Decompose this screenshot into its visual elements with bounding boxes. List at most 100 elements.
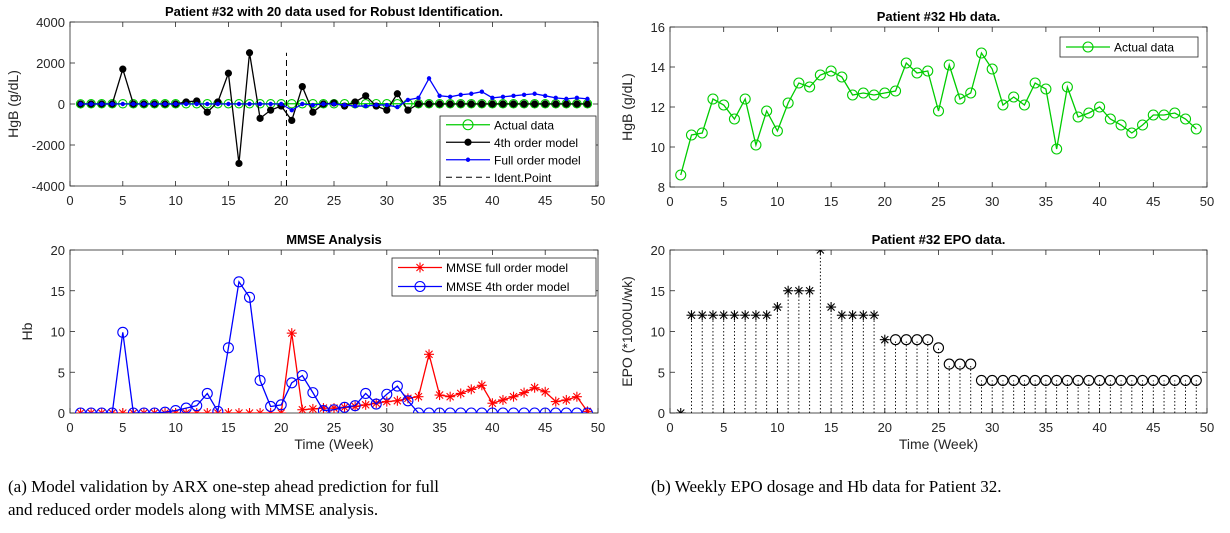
data-point xyxy=(183,101,189,107)
axes-frame xyxy=(669,249,1208,414)
legend-marker xyxy=(414,280,426,293)
data-point xyxy=(243,291,256,303)
chart-title: Patient #32 EPO data. xyxy=(872,232,1006,247)
data-point xyxy=(574,95,580,101)
data-point xyxy=(351,98,359,106)
data-point xyxy=(426,76,432,81)
data-point xyxy=(298,82,306,91)
data-point xyxy=(444,407,456,413)
data-point xyxy=(173,101,178,107)
x-tick-label: 0 xyxy=(666,194,673,209)
chart-title: Patient #32 with 20 data used for Robust… xyxy=(165,4,503,19)
data-point xyxy=(1179,113,1192,125)
x-tick-label: 20 xyxy=(274,420,288,435)
y-axis-label: HgB (g/dL) xyxy=(5,70,21,138)
epo-data-chart: 0 5 10 15 20 25 30 35 40 45 50 0 5 10 15 20 Patient #32 … xyxy=(619,232,1214,452)
y-tick-label: 0 xyxy=(658,406,665,421)
data-point xyxy=(507,407,520,413)
data-point xyxy=(279,101,284,107)
data-point xyxy=(571,407,583,413)
legend: Actual data 4th order model Full order mod… xyxy=(439,115,597,187)
data-point xyxy=(476,380,487,391)
data-point xyxy=(826,302,837,313)
data-point xyxy=(381,388,393,400)
data-point xyxy=(119,65,127,73)
x-tick-label: 30 xyxy=(380,193,394,208)
y-tick-label: 5 xyxy=(58,365,65,380)
data-point xyxy=(518,407,530,413)
data-point xyxy=(718,310,729,321)
data-point xyxy=(911,67,923,79)
series-actual-data xyxy=(675,47,1202,181)
data-point xyxy=(815,250,826,255)
data-point xyxy=(804,285,815,296)
x-tick-label: 15 xyxy=(824,420,838,435)
series-line xyxy=(680,51,1197,176)
data-point xyxy=(469,91,474,96)
data-point xyxy=(1137,374,1149,386)
data-point xyxy=(1072,374,1084,386)
data-point xyxy=(458,92,463,97)
data-point xyxy=(943,59,955,71)
data-point xyxy=(836,310,847,321)
x-tick-label: 50 xyxy=(591,193,605,208)
data-point xyxy=(997,99,1009,111)
plot-area xyxy=(75,276,593,413)
data-point xyxy=(911,334,923,346)
data-point xyxy=(395,104,400,110)
data-point xyxy=(1169,107,1181,119)
data-point xyxy=(455,388,466,399)
data-point xyxy=(235,159,243,168)
chart-title: Patient #32 Hb data. xyxy=(877,9,1001,24)
data-point xyxy=(1083,374,1095,386)
data-point xyxy=(286,328,297,339)
data-point xyxy=(858,310,869,321)
data-point xyxy=(531,100,539,108)
data-point xyxy=(539,407,551,413)
x-tick-label: 45 xyxy=(538,193,552,208)
data-point xyxy=(729,310,740,321)
data-point xyxy=(847,89,859,101)
x-axis-label: Time (Week) xyxy=(899,436,978,452)
data-point xyxy=(740,310,751,321)
x-tick-label: 5 xyxy=(119,193,126,208)
data-point xyxy=(434,407,446,413)
y-tick-label: 12 xyxy=(651,100,665,115)
data-point xyxy=(120,101,126,107)
data-point xyxy=(868,89,880,101)
legend-box xyxy=(439,115,597,187)
x-tick-label: 35 xyxy=(432,193,446,208)
x-tick-label: 20 xyxy=(274,193,288,208)
data-point xyxy=(508,391,519,402)
data-point xyxy=(500,94,506,100)
plot-area xyxy=(75,49,593,186)
legend-marker xyxy=(1082,41,1094,53)
data-point xyxy=(847,310,858,321)
caption-b: (b) Weekly EPO dosage and Hb data for Pa… xyxy=(651,477,1002,496)
data-point xyxy=(490,95,495,101)
y-axis-label: Hb xyxy=(19,322,35,340)
data-point xyxy=(309,108,317,116)
data-point xyxy=(1158,374,1170,386)
data-point xyxy=(1169,374,1181,386)
x-tick-label: 40 xyxy=(485,193,499,208)
data-point xyxy=(1051,374,1063,386)
legend: MMSE full order model MMSE 4th order mode… xyxy=(391,257,597,297)
data-point xyxy=(1018,374,1030,386)
data-point xyxy=(541,100,549,108)
data-point xyxy=(986,374,998,386)
data-point xyxy=(718,99,730,111)
data-point xyxy=(1104,374,1116,386)
data-point xyxy=(267,106,275,114)
data-point xyxy=(783,285,794,296)
data-point xyxy=(511,93,516,99)
x-tick-label: 30 xyxy=(985,194,999,209)
data-point xyxy=(170,405,182,413)
data-point xyxy=(1190,374,1202,386)
data-point xyxy=(486,407,498,413)
data-point xyxy=(275,399,287,411)
x-tick-label: 5 xyxy=(720,194,727,209)
data-point xyxy=(965,87,977,99)
x-tick-label: 25 xyxy=(327,420,341,435)
data-point xyxy=(782,97,794,109)
